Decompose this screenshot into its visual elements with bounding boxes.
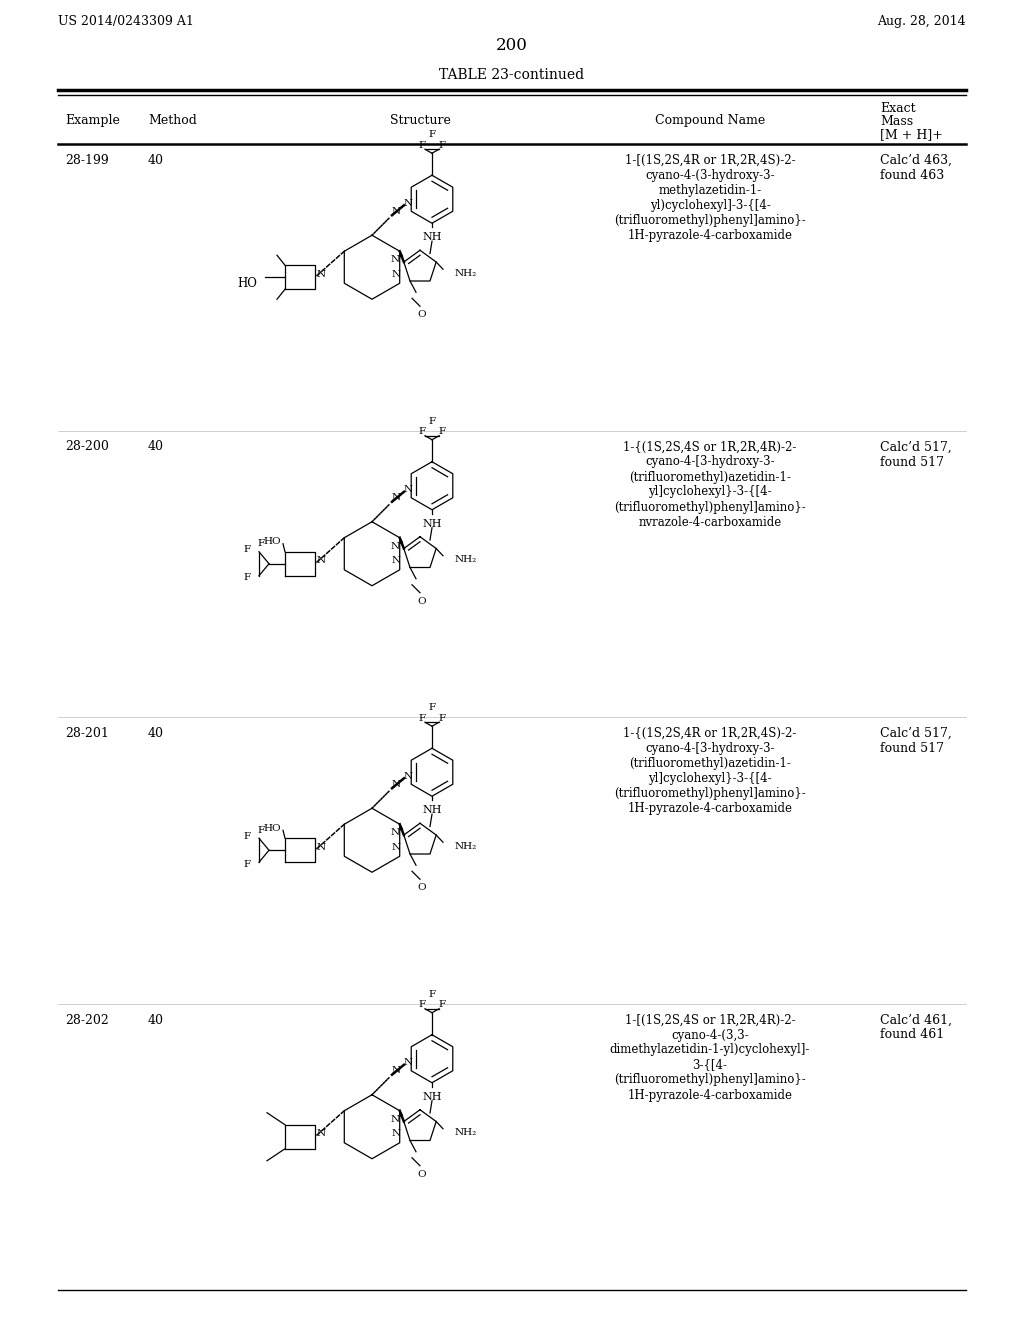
Text: O: O xyxy=(418,883,426,892)
Text: F: F xyxy=(244,573,251,582)
Text: N: N xyxy=(317,269,326,279)
Text: F: F xyxy=(419,428,426,436)
Text: F: F xyxy=(419,141,426,149)
Text: 1-{(1S,2S,4R or 1R,2R,4S)-2-
cyano-4-[3-hydroxy-3-
(trifluoromethyl)azetidin-1-
: 1-{(1S,2S,4R or 1R,2R,4S)-2- cyano-4-[3-… xyxy=(614,727,806,814)
Text: Structure: Structure xyxy=(389,114,451,127)
Text: F: F xyxy=(438,428,445,436)
Text: N: N xyxy=(317,556,326,565)
Text: Calc’d 461,
found 461: Calc’d 461, found 461 xyxy=(880,1014,952,1041)
Text: NH₂: NH₂ xyxy=(455,269,477,277)
Text: N: N xyxy=(392,271,400,279)
Text: 1-[(1S,2S,4R or 1R,2R,4S)-2-
cyano-4-(3-hydroxy-3-
methylazetidin-1-
yl)cyclohex: 1-[(1S,2S,4R or 1R,2R,4S)-2- cyano-4-(3-… xyxy=(614,154,806,242)
Text: NH₂: NH₂ xyxy=(455,556,477,564)
Text: F: F xyxy=(257,540,264,548)
Text: N: N xyxy=(391,1115,399,1125)
Text: TABLE 23-continued: TABLE 23-continued xyxy=(439,69,585,82)
Text: N: N xyxy=(392,780,401,789)
Text: N: N xyxy=(391,256,399,264)
Text: N: N xyxy=(392,557,400,565)
Text: Exact: Exact xyxy=(880,102,915,115)
Text: N: N xyxy=(391,829,399,837)
Text: NH: NH xyxy=(422,232,441,243)
Text: N: N xyxy=(404,486,413,494)
Text: NH: NH xyxy=(422,1092,441,1102)
Text: N: N xyxy=(317,842,326,851)
Text: N: N xyxy=(317,1129,326,1138)
Text: 40: 40 xyxy=(148,727,164,741)
Text: N: N xyxy=(391,543,399,550)
Text: Mass: Mass xyxy=(880,115,913,128)
Text: O: O xyxy=(418,597,426,606)
Text: 1-[(1S,2S,4S or 1R,2R,4R)-2-
cyano-4-(3,3-
dimethylazetidin-1-yl)cyclohexyl]-
3-: 1-[(1S,2S,4S or 1R,2R,4R)-2- cyano-4-(3,… xyxy=(610,1014,810,1101)
Text: 1-{(1S,2S,4S or 1R,2R,4R)-2-
cyano-4-[3-hydroxy-3-
(trifluoromethyl)azetidin-1-
: 1-{(1S,2S,4S or 1R,2R,4R)-2- cyano-4-[3-… xyxy=(614,441,806,528)
Text: F: F xyxy=(428,131,435,139)
Text: 40: 40 xyxy=(148,1014,164,1027)
Text: F: F xyxy=(428,704,435,713)
Text: N: N xyxy=(404,199,413,207)
Text: F: F xyxy=(244,545,251,554)
Text: HO: HO xyxy=(263,824,281,833)
Text: N: N xyxy=(392,843,400,851)
Text: 28-200: 28-200 xyxy=(65,441,109,454)
Text: Compound Name: Compound Name xyxy=(655,114,765,127)
Text: NH₂: NH₂ xyxy=(455,842,477,851)
Text: HO: HO xyxy=(238,277,257,290)
Text: Example: Example xyxy=(65,114,120,127)
Text: N: N xyxy=(392,1130,400,1138)
Text: F: F xyxy=(428,417,435,426)
Text: F: F xyxy=(428,990,435,999)
Text: NH: NH xyxy=(422,805,441,816)
Text: F: F xyxy=(419,1001,426,1010)
Text: N: N xyxy=(392,207,401,215)
Text: N: N xyxy=(392,1067,401,1076)
Text: NH: NH xyxy=(422,519,441,529)
Text: O: O xyxy=(418,310,426,319)
Text: HO: HO xyxy=(263,537,281,546)
Text: F: F xyxy=(438,141,445,149)
Text: Aug. 28, 2014: Aug. 28, 2014 xyxy=(878,15,966,28)
Text: 28-201: 28-201 xyxy=(65,727,109,741)
Text: O: O xyxy=(418,1170,426,1179)
Text: 40: 40 xyxy=(148,441,164,454)
Text: 40: 40 xyxy=(148,154,164,168)
Text: N: N xyxy=(404,1059,413,1068)
Text: Calc’d 463,
found 463: Calc’d 463, found 463 xyxy=(880,154,952,182)
Text: Calc’d 517,
found 517: Calc’d 517, found 517 xyxy=(880,727,951,755)
Text: Calc’d 517,
found 517: Calc’d 517, found 517 xyxy=(880,441,951,469)
Text: N: N xyxy=(392,494,401,502)
Text: US 2014/0243309 A1: US 2014/0243309 A1 xyxy=(58,15,194,28)
Text: Method: Method xyxy=(148,114,197,127)
Text: 28-202: 28-202 xyxy=(65,1014,109,1027)
Text: F: F xyxy=(244,859,251,869)
Text: 28-199: 28-199 xyxy=(65,154,109,168)
Text: F: F xyxy=(257,826,264,834)
Text: F: F xyxy=(419,714,426,723)
Text: F: F xyxy=(438,714,445,723)
Text: 200: 200 xyxy=(496,37,528,54)
Text: [M + H]+: [M + H]+ xyxy=(880,128,943,141)
Text: N: N xyxy=(404,772,413,780)
Text: NH₂: NH₂ xyxy=(455,1129,477,1138)
Text: F: F xyxy=(438,1001,445,1010)
Text: F: F xyxy=(244,832,251,841)
